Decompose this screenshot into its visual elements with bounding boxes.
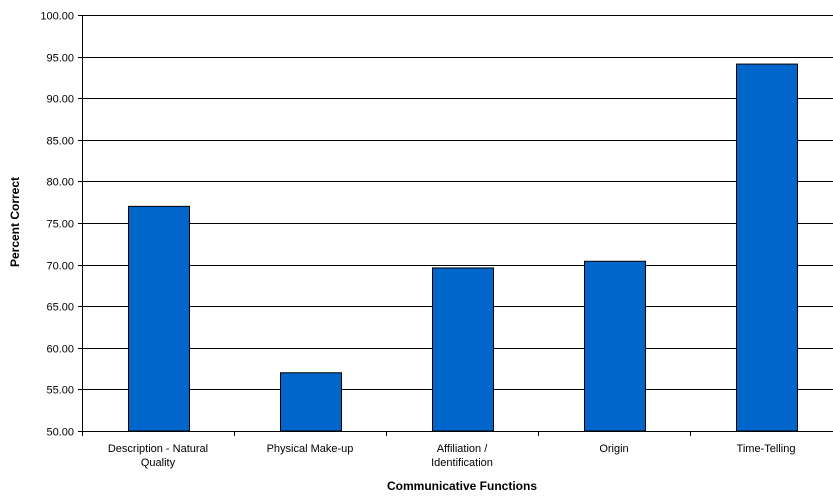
x-tick-label: Physical Make-up bbox=[267, 443, 354, 455]
axes bbox=[78, 15, 833, 436]
y-tick-labels: 50.00 55.00 60.00 65.00 70.00 75.00 80.00 85.00… bbox=[40, 11, 74, 439]
bar bbox=[584, 260, 646, 432]
x-tick-labels: Description - Natural Quality Physical Mak… bbox=[108, 443, 796, 469]
y-tick-label: 100.00 bbox=[40, 11, 74, 23]
x-tick-label: Affiliation / Identification bbox=[431, 443, 493, 469]
y-tick-label: 85.00 bbox=[46, 136, 74, 148]
bar bbox=[736, 63, 798, 432]
y-tick-label: 75.00 bbox=[46, 219, 74, 231]
y-tick-label: 60.00 bbox=[46, 344, 74, 356]
x-tick-label: Time-Telling bbox=[737, 443, 796, 455]
x-axis-title: Communicative Functions bbox=[387, 479, 537, 493]
y-tick-label: 80.00 bbox=[46, 177, 74, 189]
y-tick-label: 95.00 bbox=[46, 53, 74, 65]
y-tick-label: 70.00 bbox=[46, 261, 74, 273]
grid-lines bbox=[82, 15, 833, 432]
y-tick-label: 50.00 bbox=[46, 427, 74, 439]
x-tick-label: Origin bbox=[599, 443, 628, 455]
y-tick-label: 65.00 bbox=[46, 302, 74, 314]
bars bbox=[128, 63, 798, 432]
bar bbox=[280, 372, 342, 432]
y-tick-label: 90.00 bbox=[46, 94, 74, 106]
bar bbox=[128, 205, 190, 432]
bar bbox=[432, 267, 494, 432]
y-tick-label: 55.00 bbox=[46, 385, 74, 397]
y-axis-title: Percent Correct bbox=[8, 177, 22, 267]
x-tick-label: Description - Natural Quality bbox=[108, 443, 208, 469]
